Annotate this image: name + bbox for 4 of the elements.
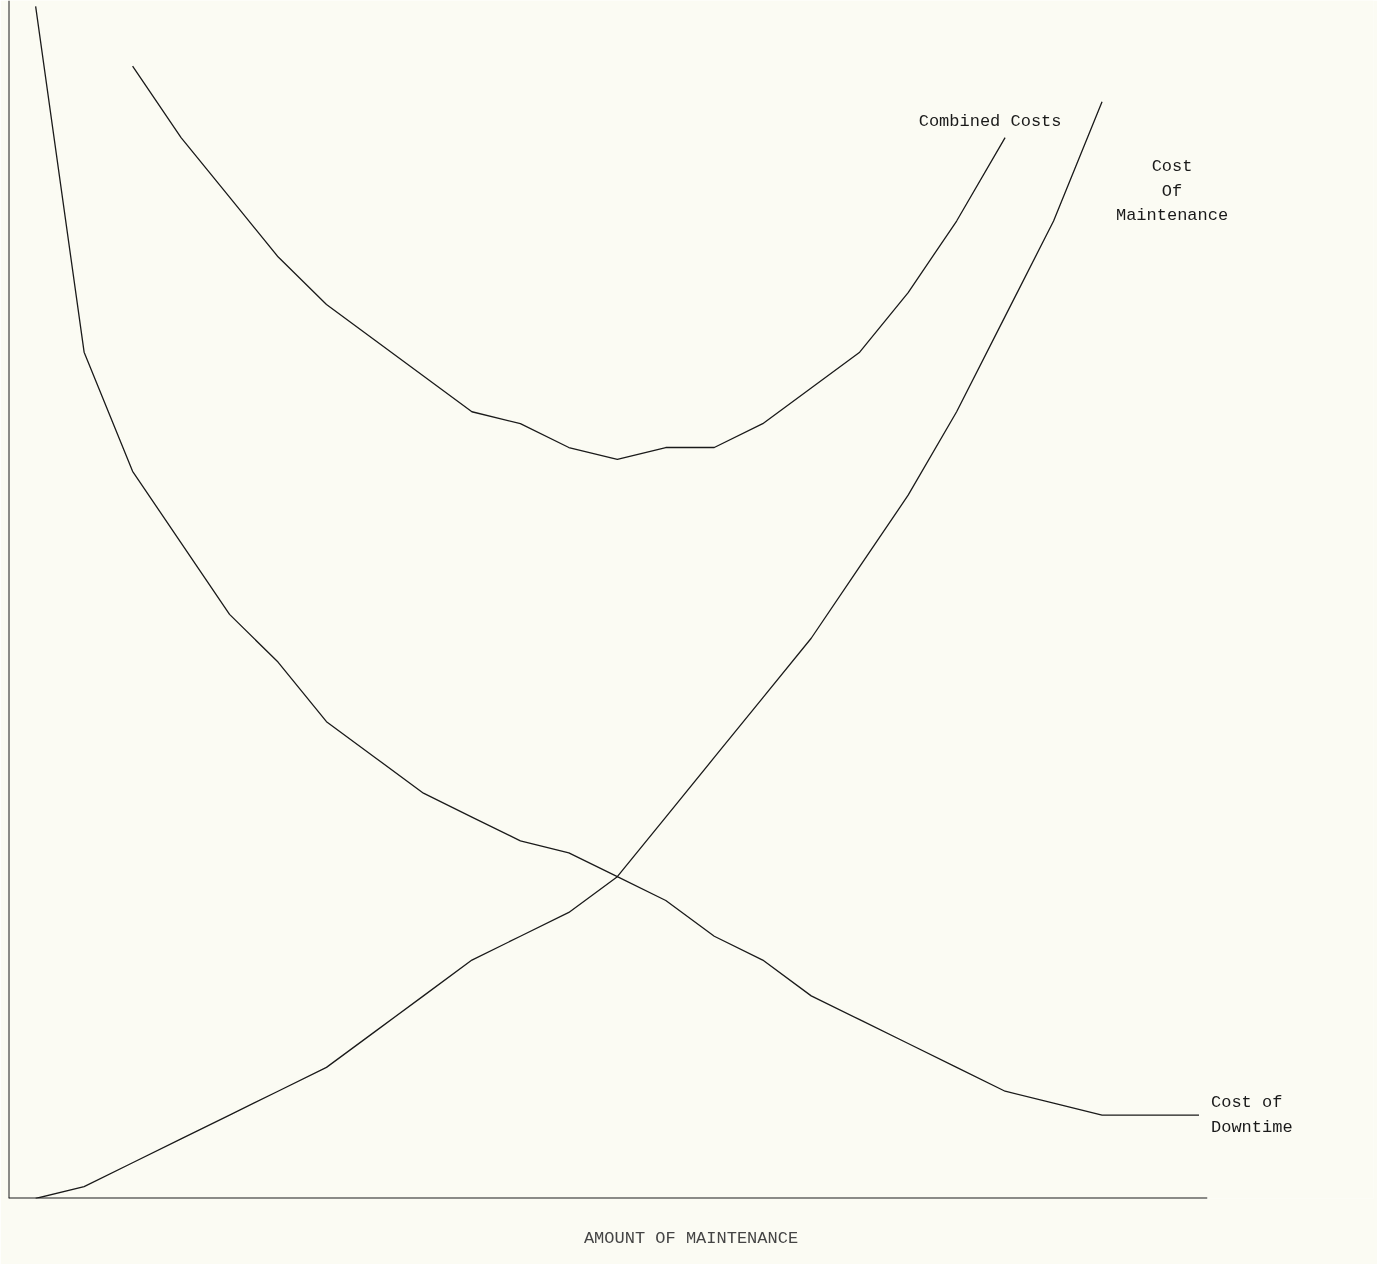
x-axis-title: AMOUNT OF MAINTENANCE xyxy=(583,1228,799,1248)
series-label: Cost Of Maintenance xyxy=(1115,156,1229,226)
series-label: Cost of Downtime xyxy=(1211,1093,1293,1137)
series-label: Combined Costs xyxy=(918,112,1062,132)
